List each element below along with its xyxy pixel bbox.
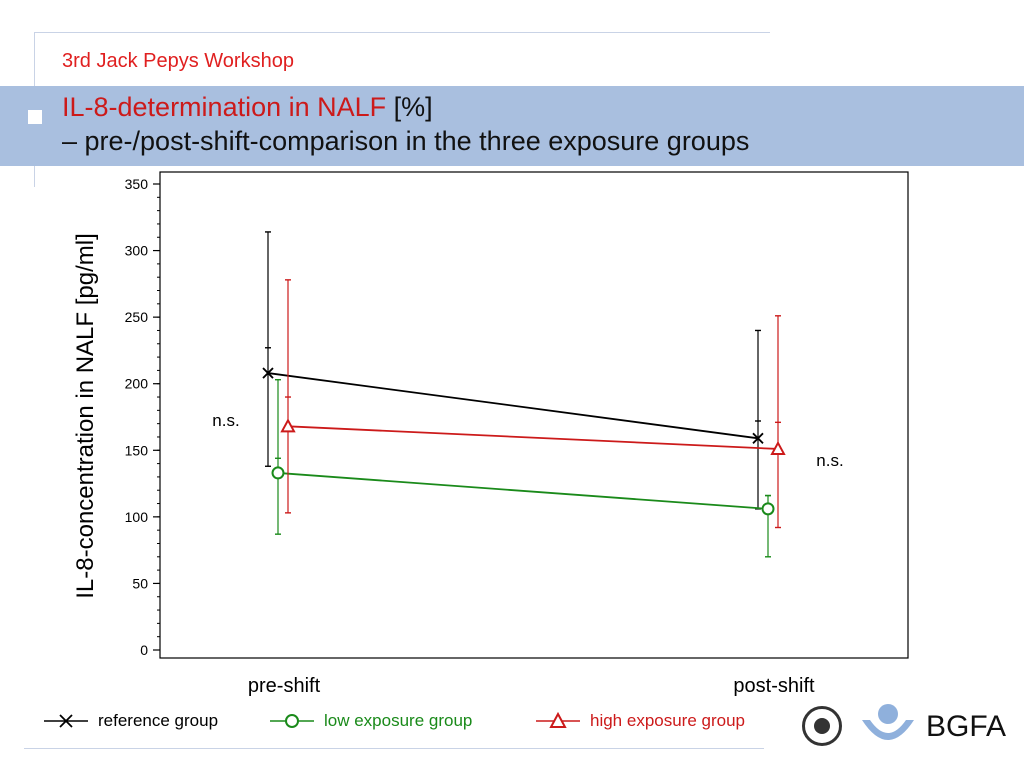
legend-label-reference: reference group [98, 711, 219, 730]
y-tick-label: 300 [125, 243, 149, 259]
legend-label-high: high exposure group [590, 711, 746, 730]
data-point-marker [271, 466, 285, 480]
y-tick-label: 350 [125, 176, 149, 192]
legend-item-high: high exposure group [536, 708, 745, 734]
logo-area: BGFA [800, 700, 1024, 748]
data-point-marker [770, 440, 786, 455]
slide-subtitle: – pre-/post-shift-comparison in the thre… [62, 126, 750, 156]
y-tick-label: 100 [125, 509, 149, 525]
x-category-label: pre-shift [248, 675, 321, 697]
data-point-marker [280, 418, 296, 433]
slide-title-unit: [%] [386, 92, 433, 122]
slide-title-main: IL-8-determination in NALF [62, 92, 387, 122]
circle-marker-icon [270, 714, 314, 728]
series-line [277, 472, 769, 510]
university-seal-logo [802, 706, 842, 746]
legend-item-low: low exposure group [270, 708, 472, 734]
triangle-marker-icon [536, 711, 580, 728]
data-point-marker [262, 367, 274, 379]
y-tick-label: 150 [125, 442, 149, 458]
x-category-label: post-shift [733, 675, 815, 697]
data-point-marker [752, 432, 764, 444]
title-band [0, 86, 1024, 166]
y-tick-label: 50 [132, 575, 148, 591]
slide-title: IL-8-determination in NALF [%] [62, 92, 433, 123]
chart: 0 50 100 150 200 250 300 350 pre-shift post-shift… [125, 171, 909, 697]
y-tick-label: 200 [125, 376, 149, 392]
cross-marker-icon [44, 714, 88, 728]
title-bullet [28, 110, 42, 124]
legend-label-low: low exposure group [324, 711, 473, 730]
workshop-label: 3rd Jack Pepys Workshop [62, 50, 294, 72]
legend-item-reference: reference group [44, 708, 218, 734]
bgfa-logo-text: BGFA [926, 710, 1007, 743]
significance-annotation: n.s. [816, 451, 843, 470]
series-line [287, 425, 779, 450]
frame-line-top [34, 32, 770, 33]
y-tick-label: 250 [125, 309, 149, 325]
bgfa-logo-icon [862, 704, 914, 740]
legend: reference group low exposure group high … [0, 708, 800, 734]
series-line [267, 372, 759, 440]
data-point-marker [761, 502, 775, 516]
significance-annotation: n.s. [212, 411, 239, 430]
plot-frame [159, 171, 909, 659]
y-tick-label: 0 [140, 642, 148, 658]
frame-line-bottom [24, 748, 764, 749]
